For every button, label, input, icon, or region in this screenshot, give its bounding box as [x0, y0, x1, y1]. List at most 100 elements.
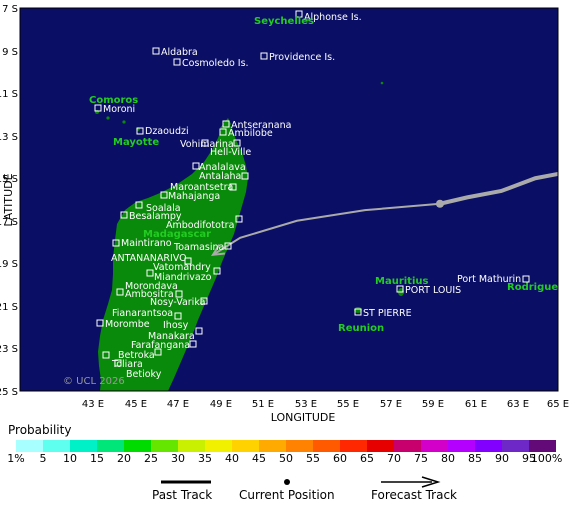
probability-legend-title: Probability [8, 423, 72, 437]
lat-label: 15 S [0, 174, 18, 185]
place-marker [175, 290, 183, 298]
place-portmathurin: Port Mathurin [457, 274, 521, 285]
colorbar-tick-label: 40 [225, 452, 239, 465]
colorbar-segment [340, 440, 367, 452]
place-marker [229, 183, 237, 191]
colorbar-tick-label: 95 [522, 452, 536, 465]
lon-label: 61 E [465, 399, 487, 410]
place-marker [136, 127, 144, 135]
lon-label: 59 E [422, 399, 444, 410]
lon-label: 43 E [82, 399, 104, 410]
place-alphonse: Alphonse Is. [304, 12, 362, 23]
lon-label: 63 E [507, 399, 529, 410]
place-marker [174, 312, 182, 320]
longitude-axis: 43 E 45 E 47 E 49 E 51 E 53 E 55 E 57 E … [82, 399, 569, 422]
place-marker [396, 285, 404, 293]
place-manakara: Manakara [148, 331, 195, 342]
colorbar-tick-label: 30 [171, 452, 185, 465]
colorbar-segment [70, 440, 97, 452]
island-moheli [106, 116, 110, 120]
colorbar-tick-label: 75 [414, 452, 428, 465]
islet [306, 18, 310, 22]
place-marker [184, 257, 192, 265]
place-mahajanga: Mahajanga [168, 191, 220, 202]
place-marker [195, 327, 203, 335]
colorbar-tick-label: 1% [7, 452, 25, 465]
place-marker [120, 211, 128, 219]
colorbar-tick-label: 85 [468, 452, 482, 465]
region-reunion: Reunion [338, 323, 384, 334]
region-comoros: Comoros [89, 95, 138, 106]
place-providence: Providence Is. [269, 52, 335, 63]
madagascar-landmass [98, 120, 248, 391]
place-cosmoledo: Cosmoledo Is. [182, 58, 249, 69]
colorbar-segment [529, 440, 556, 452]
place-marker [189, 340, 197, 348]
place-marker [114, 359, 122, 367]
place-marker [222, 120, 230, 128]
place-vohimarina: Vohimarina [180, 139, 234, 150]
latitude-axis: 7 S 9 S 11 S 13 S 15 S 17 S 19 S 21 S 23… [0, 4, 18, 398]
colorbar-tick-label: 100% [530, 452, 563, 465]
current-position-label: Current Position [239, 488, 335, 502]
lon-label: 45 E [125, 399, 147, 410]
region-rodrigue: Rodrigue [507, 282, 558, 293]
colorbar-tick-label: 60 [333, 452, 347, 465]
colorbar-segment [502, 440, 529, 452]
colorbar-tick-label: 70 [387, 452, 401, 465]
place-marker [354, 308, 362, 316]
place-marker [200, 297, 208, 305]
place-marker [96, 319, 104, 327]
place-marker [235, 215, 243, 223]
place-marker [233, 139, 241, 147]
copyright-notice: © UCL 2026 [63, 376, 125, 387]
place-antalaha: Antalaha [199, 171, 241, 182]
map-frame [19, 7, 559, 392]
colorbar-tick-label: 25 [144, 452, 158, 465]
place-marker [135, 201, 143, 209]
colorbar-segment [178, 440, 205, 452]
place-betioky: Betioky [126, 369, 162, 380]
colorbar-tick-label: 55 [306, 452, 320, 465]
place-antseranana: Antseranana [231, 120, 291, 131]
place-soalala: Soalala [146, 203, 181, 214]
place-marker [112, 239, 120, 247]
colorbar-segment [43, 440, 70, 452]
place-marker [522, 275, 530, 283]
region-madagascar: Madagascar [143, 229, 211, 240]
colorbar-segment [232, 440, 259, 452]
colorbar-segment [475, 440, 502, 452]
place-farafangana: Farafangana [131, 340, 190, 351]
place-stpierre: ST PIERRE [363, 308, 412, 319]
place-besalampy: Besalampy [129, 211, 182, 222]
place-marker [102, 351, 110, 359]
place-marker [295, 10, 303, 18]
lon-label: 47 E [167, 399, 189, 410]
place-marker [260, 52, 268, 60]
place-portlouis: PORT LOUIS [405, 285, 461, 296]
lon-label: 53 E [295, 399, 317, 410]
track-legend-symbols [161, 476, 441, 488]
lat-label: 23 S [0, 344, 18, 355]
place-ihosy: Ihosy [163, 320, 189, 331]
forecast-track-label: Forecast Track [371, 488, 457, 502]
region-mauritius: Mauritius [375, 276, 429, 287]
probability-colorbar [16, 440, 556, 452]
region-seychelles: Seychelles [254, 16, 314, 27]
islet [380, 81, 384, 85]
colorbar-tick-label: 5 [39, 452, 47, 465]
place-moroni: Moroni [103, 104, 135, 115]
colorbar-segment [367, 440, 394, 452]
place-toliara: Toliara [111, 359, 143, 370]
colorbar-segment [97, 440, 124, 452]
lat-label: 13 S [0, 132, 18, 143]
place-maintirano: Maintirano [121, 238, 172, 249]
colorbar-segment [205, 440, 232, 452]
forecast-arrow-head [211, 244, 225, 257]
place-marker [173, 58, 181, 66]
place-marker [146, 269, 154, 277]
place-marker [192, 162, 200, 170]
lon-label: 65 E [547, 399, 569, 410]
colorbar-tick-label: 45 [252, 452, 266, 465]
colorbar-segment [421, 440, 448, 452]
